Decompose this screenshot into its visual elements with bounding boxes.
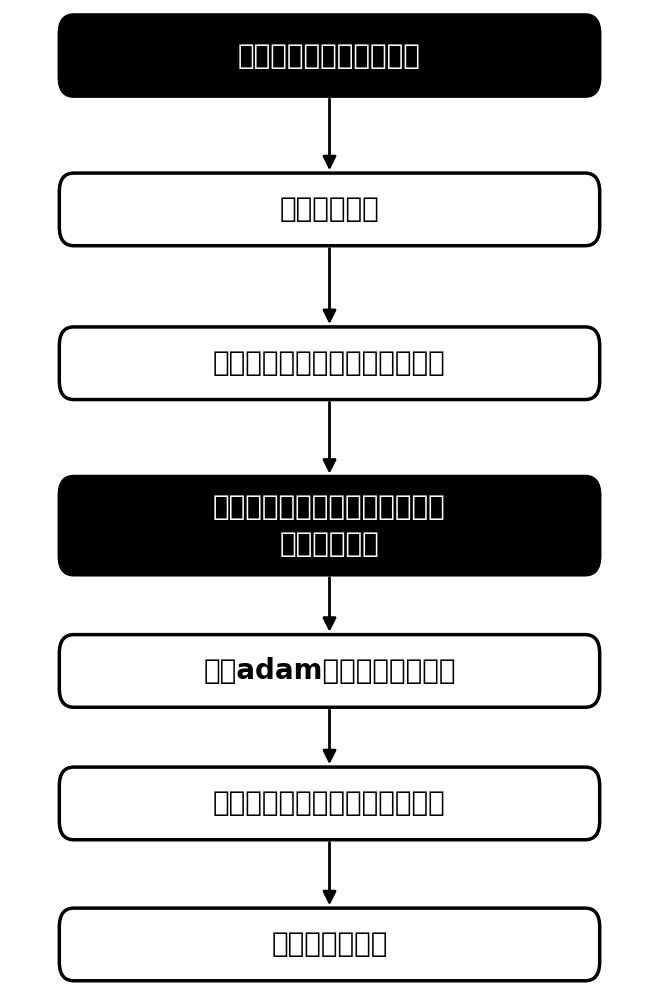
FancyBboxPatch shape: [59, 173, 600, 246]
FancyBboxPatch shape: [59, 767, 600, 840]
Text: 图像预处理：滤波及拉伸: 图像预处理：滤波及拉伸: [238, 42, 421, 70]
Text: 使用测试集对模型性能进行测试: 使用测试集对模型性能进行测试: [213, 789, 446, 817]
Text: 可视化网络技术确定网络深度，
确定冻结层数: 可视化网络技术确定网络深度， 确定冻结层数: [213, 493, 446, 558]
Text: 图像数据增强: 图像数据增强: [279, 195, 380, 223]
Text: 使用预训练网络调整输出类别数: 使用预训练网络调整输出类别数: [213, 349, 446, 377]
FancyBboxPatch shape: [59, 327, 600, 400]
FancyBboxPatch shape: [59, 908, 600, 981]
Text: 使用adam优化算法训练模型: 使用adam优化算法训练模型: [203, 657, 456, 685]
FancyBboxPatch shape: [59, 635, 600, 707]
FancyBboxPatch shape: [59, 15, 600, 96]
FancyBboxPatch shape: [59, 476, 600, 575]
Text: 输出分类准确度: 输出分类准确度: [272, 930, 387, 958]
